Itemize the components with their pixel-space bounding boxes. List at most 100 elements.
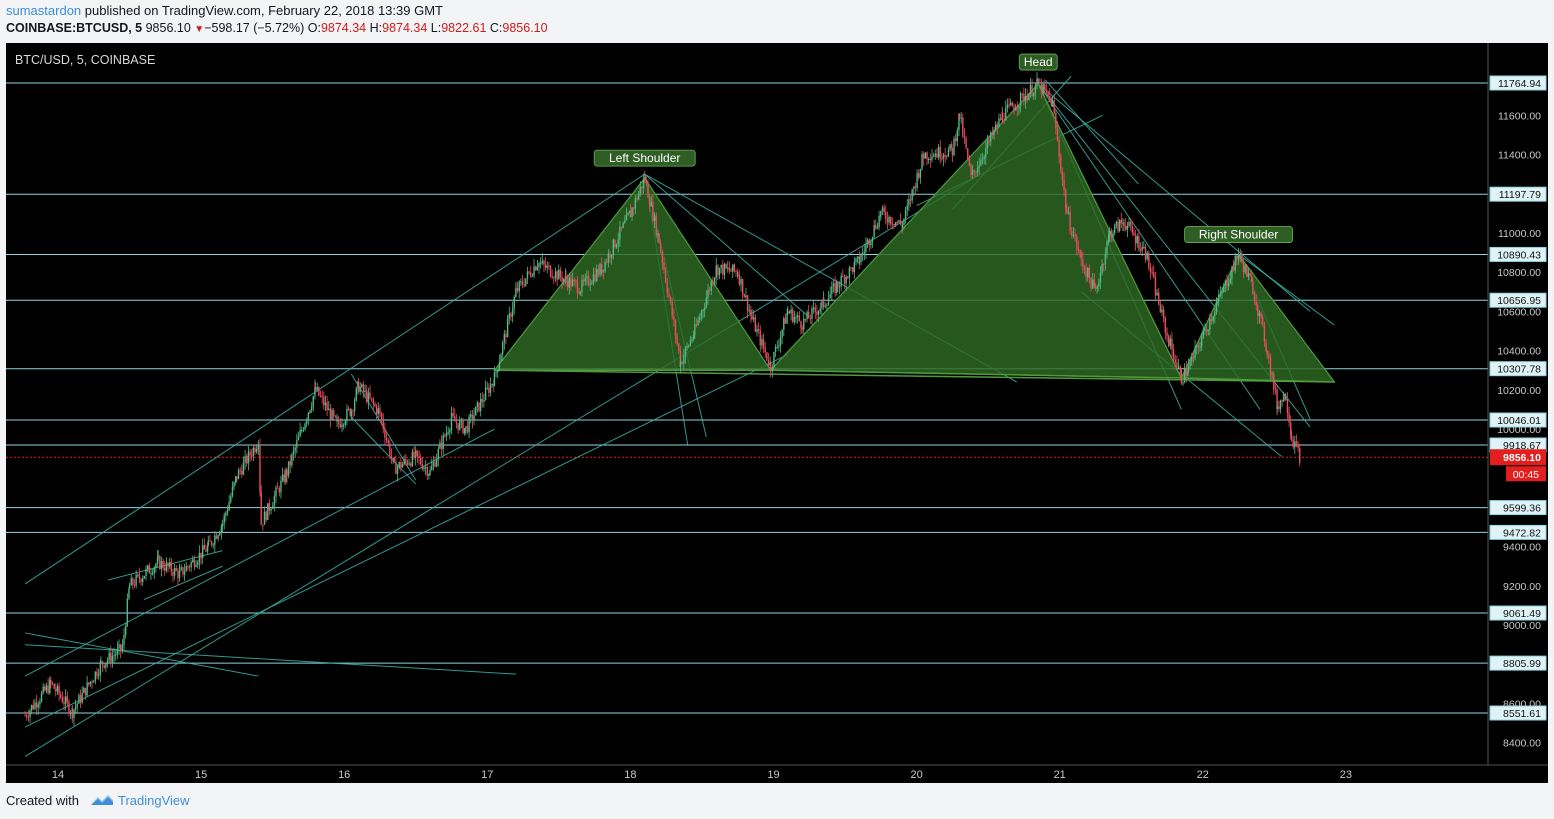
price-tick-label: 10600.00 xyxy=(1497,306,1541,318)
candle-body xyxy=(707,289,709,299)
close-label: C: xyxy=(489,21,503,35)
published-text: published on TradingView.com, February 2… xyxy=(84,3,443,18)
candle-body xyxy=(479,398,482,412)
candle-body xyxy=(471,414,474,421)
level-tag xyxy=(1489,605,1547,621)
candle-body xyxy=(566,280,569,288)
price-tick-label: 11400.00 xyxy=(1498,150,1541,162)
candle-body xyxy=(447,432,449,434)
candle-body xyxy=(267,503,269,520)
candle-body xyxy=(352,410,354,412)
candle-body xyxy=(723,263,726,275)
candle-body xyxy=(342,424,345,426)
candle-body xyxy=(865,244,867,252)
candle-body xyxy=(1016,108,1018,110)
candle-body xyxy=(1063,180,1065,190)
candle-body xyxy=(416,450,419,456)
pattern-triangle xyxy=(493,177,772,371)
candle-body xyxy=(390,455,393,458)
chart-panel[interactable] xyxy=(6,43,1548,783)
price-tick-label: 11600.00 xyxy=(1498,110,1541,122)
candle-body xyxy=(126,598,129,626)
author-link[interactable]: sumastardon xyxy=(6,3,82,18)
candle-body xyxy=(40,692,43,702)
candle-body xyxy=(58,686,60,695)
candle-body xyxy=(431,466,433,471)
candle-body xyxy=(1112,233,1114,238)
candle-body xyxy=(525,278,527,286)
tradingview-link[interactable]: TradingView xyxy=(118,793,190,808)
candle-body xyxy=(489,384,492,393)
candle-body xyxy=(1072,234,1075,236)
candle-body xyxy=(212,544,214,546)
candle-body xyxy=(1221,292,1223,294)
level-tag-label: 10890.43 xyxy=(1497,249,1541,261)
candle-body xyxy=(418,455,420,458)
level-tag xyxy=(1489,655,1547,671)
candle-body xyxy=(632,208,635,210)
candle-body xyxy=(428,474,430,476)
candle-body xyxy=(880,211,882,216)
candle-body xyxy=(790,309,792,314)
candle-body xyxy=(304,423,306,430)
candle-body xyxy=(1014,108,1017,111)
candle-body xyxy=(691,338,693,341)
candle-body xyxy=(1288,412,1290,423)
candle-body xyxy=(999,118,1002,120)
candle-body xyxy=(221,523,224,527)
price-tick-label: 9400.00 xyxy=(1503,542,1541,554)
trendline xyxy=(24,632,259,677)
candle-body xyxy=(893,224,895,226)
candle-body xyxy=(1131,226,1134,233)
candle-body xyxy=(883,207,885,213)
time-axis-bg xyxy=(6,765,1548,783)
candle-body xyxy=(1182,382,1184,384)
candle-body xyxy=(1101,264,1103,274)
candle-body xyxy=(737,274,739,276)
price-tick-label: 10200.00 xyxy=(1497,385,1541,397)
candle-body xyxy=(1179,366,1181,370)
pattern-label-text: Left Shoulder xyxy=(609,151,680,165)
pattern-label-bg xyxy=(593,149,696,167)
candle-body xyxy=(1290,422,1292,436)
price-tick-label: 8400.00 xyxy=(1503,738,1541,750)
candle-body xyxy=(530,272,532,276)
candle-body xyxy=(1236,255,1238,259)
price-tick-label: 9200.00 xyxy=(1503,581,1541,593)
candle-body xyxy=(817,311,820,315)
candle-body xyxy=(652,201,654,221)
candle-body xyxy=(1266,350,1268,356)
candle-body xyxy=(442,435,444,450)
candle-body xyxy=(111,655,114,663)
candle-body xyxy=(1237,254,1240,259)
candle-body xyxy=(449,430,451,433)
candle-body xyxy=(457,423,459,430)
candle-body xyxy=(746,295,749,311)
candle-body xyxy=(1028,93,1030,100)
candle-body xyxy=(1279,400,1282,410)
candle-body xyxy=(188,566,191,568)
candle-body xyxy=(914,186,917,188)
candle-body xyxy=(460,419,463,422)
candle-body xyxy=(996,124,999,128)
candle-body xyxy=(406,461,409,465)
candle-body xyxy=(684,347,687,357)
trendline xyxy=(24,177,975,757)
candle-body xyxy=(1187,371,1189,376)
tradingview-logo-icon[interactable] xyxy=(89,793,115,807)
candle-body xyxy=(554,271,557,278)
candle-body xyxy=(292,450,295,455)
candle-body xyxy=(151,573,154,575)
candle-body xyxy=(165,562,168,571)
candle-body xyxy=(988,140,990,142)
candle-body xyxy=(783,318,785,330)
time-tick-label: 18 xyxy=(624,769,636,781)
candle-body xyxy=(852,267,854,273)
candle-body xyxy=(953,138,955,156)
candle-body xyxy=(1251,276,1253,282)
candle-body xyxy=(235,476,237,483)
candle-body xyxy=(536,266,539,268)
candle-body xyxy=(432,462,435,467)
candle-body xyxy=(350,410,353,416)
